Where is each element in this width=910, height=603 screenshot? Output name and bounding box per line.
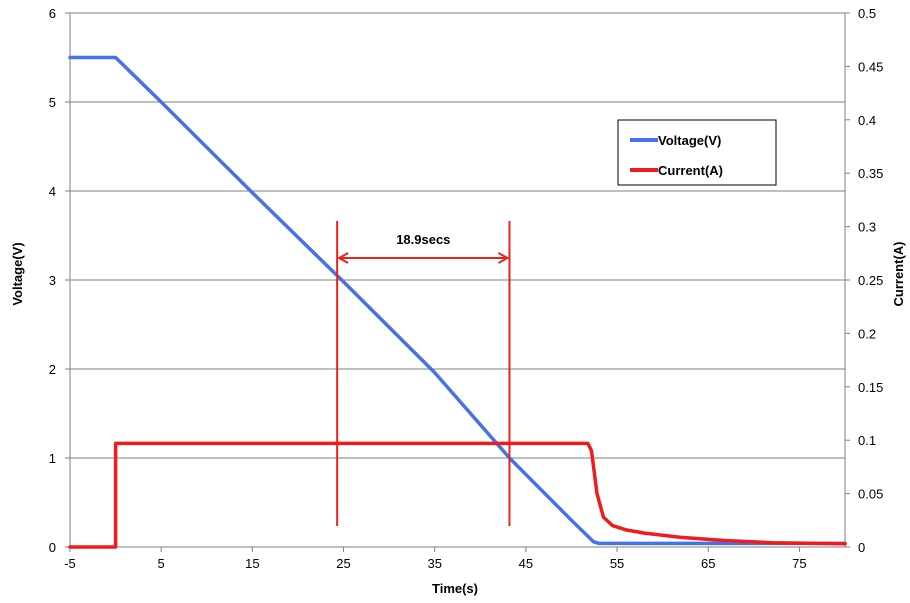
- y2-tick-label-0: 0: [858, 540, 865, 555]
- y2-tick-label-7: 0.35: [858, 166, 883, 181]
- y-tick-label-2: 2: [49, 362, 56, 377]
- y-axis-title: Voltage(V): [10, 242, 25, 305]
- legend-label-voltage: Voltage(V): [658, 133, 721, 148]
- y2-tick-label-10: 0.5: [858, 6, 876, 21]
- annotation-arrowhead-left: [337, 252, 349, 264]
- series-layer: [68, 55, 847, 549]
- x-tick-label-0: -5: [64, 556, 76, 571]
- x-tick-label-5: 45: [519, 556, 533, 571]
- x-tick-label-4: 35: [427, 556, 441, 571]
- y-tick-label-0: 0: [49, 540, 56, 555]
- y-tick-label-6: 6: [49, 6, 56, 21]
- y2-axis-ticks: 0 0.05 0.1 0.15 0.2 0.25 0.3 0.35 0.4 0.45 0.5: [845, 6, 883, 555]
- annotation-arrowhead-right: [497, 252, 510, 264]
- x-tick-label-6: 55: [610, 556, 624, 571]
- x-axis-title: Time(s): [432, 581, 478, 596]
- x-tick-label-7: 65: [701, 556, 715, 571]
- legend-box: [617, 119, 777, 186]
- y-tick-label-5: 5: [49, 95, 56, 110]
- x-axis-ticks: -5 5 15 25 35 45 55 65 75: [64, 547, 807, 571]
- annotation-layer: 18.9secs: [336, 221, 511, 526]
- y2-tick-label-3: 0.15: [858, 380, 883, 395]
- series-line-current: [68, 441, 847, 549]
- y2-tick-label-5: 0.25: [858, 273, 883, 288]
- x-tick-label-3: 25: [336, 556, 350, 571]
- x-tick-label-2: 15: [245, 556, 259, 571]
- annotation-label: 18.9secs: [396, 232, 450, 247]
- x-tick-label-1: 5: [158, 556, 165, 571]
- series-line-voltage: [68, 55, 847, 546]
- y-axis-ticks: 0 1 2 3 4 5 6: [49, 6, 70, 555]
- y2-tick-label-1: 0.05: [858, 487, 883, 502]
- y2-tick-label-4: 0.2: [858, 326, 876, 341]
- y2-tick-label-6: 0.3: [858, 220, 876, 235]
- legend-label-current: Current(A): [658, 163, 723, 178]
- gridlines: [70, 12, 845, 459]
- y2-tick-label-9: 0.45: [858, 59, 883, 74]
- y2-tick-label-8: 0.4: [858, 113, 876, 128]
- y2-tick-label-2: 0.1: [858, 433, 876, 448]
- y-tick-label-4: 4: [49, 184, 56, 199]
- y-tick-label-1: 1: [49, 451, 56, 466]
- y-tick-label-3: 3: [49, 273, 56, 288]
- x-tick-label-8: 75: [792, 556, 806, 571]
- y2-axis-title: Current(A): [891, 242, 906, 307]
- legend: Voltage(V) Current(A): [617, 119, 777, 186]
